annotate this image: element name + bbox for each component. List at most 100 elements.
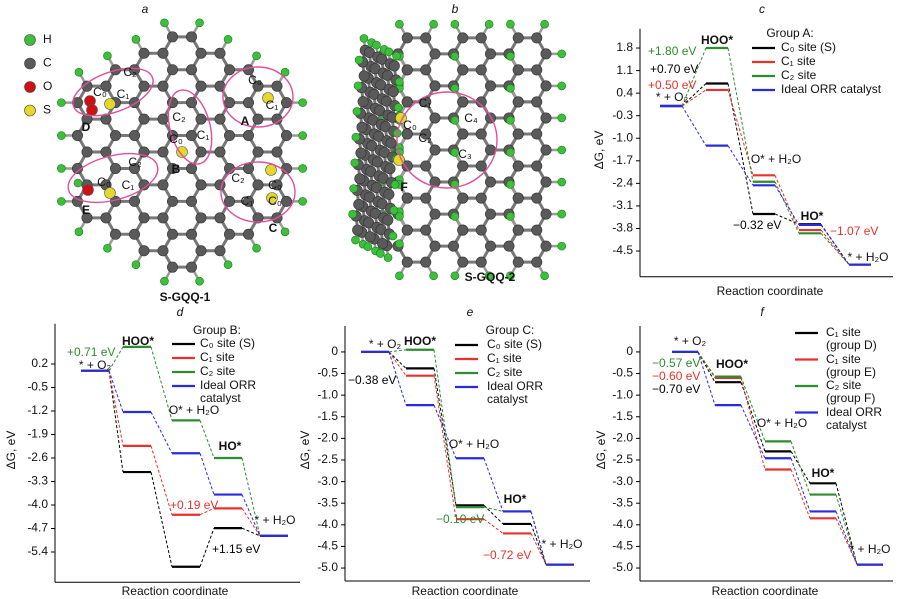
atom-legend-swatch: [24, 34, 36, 46]
carbon-atom: [383, 188, 395, 200]
carbon-atom: [353, 198, 365, 210]
atom-legend-label: S: [43, 103, 51, 117]
carbon-atom: [356, 121, 368, 133]
hydrogen-atom: [74, 67, 84, 77]
hydrogen-atom: [351, 132, 361, 142]
state-label: * + H₂O: [254, 513, 295, 527]
carbon-atom: [186, 97, 198, 109]
carbon-atom: [110, 162, 122, 174]
carbon-atom: [271, 146, 283, 158]
carbon-atom: [167, 162, 179, 174]
connector: [199, 453, 215, 495]
connector: [740, 404, 766, 459]
state-label: HO*: [219, 439, 242, 453]
hydrogen-atom: [429, 19, 438, 29]
site-label: C₂: [123, 65, 137, 79]
hydrogen-atom: [557, 209, 567, 219]
carbon-atom: [429, 48, 441, 60]
carbon-atom: [138, 47, 150, 59]
step-annotation: +0.19 eV: [170, 498, 218, 512]
carbon-atom: [364, 231, 376, 243]
connector: [697, 351, 716, 377]
hydrogen-atom: [450, 116, 460, 125]
step-annotation: +0.70 eV: [650, 62, 698, 76]
carbon-atom: [167, 31, 179, 43]
y-axis-label: ΔG, eV: [592, 131, 606, 170]
hydrogen-atom: [395, 239, 404, 249]
connector: [740, 377, 766, 470]
hydrogen-atom: [351, 235, 360, 245]
carbon-atom: [531, 128, 543, 140]
panel-letter: d: [177, 305, 184, 319]
carbon-atom: [484, 208, 496, 220]
y-tick-label: -3.0: [317, 474, 338, 488]
step-annotation: −0.70 eV: [652, 382, 700, 396]
hydrogen-atom: [506, 51, 515, 61]
carbon-atom: [401, 256, 413, 268]
y-tick-label: -3.8: [612, 221, 633, 235]
state-label: HOO*: [404, 334, 436, 348]
carbon-atom: [457, 160, 469, 172]
carbon-atom: [138, 245, 150, 257]
state-label: * + H₂O: [849, 542, 890, 556]
hydrogen-atom: [359, 34, 369, 43]
carbon-atom: [484, 112, 496, 124]
y-tick-label: -2.0: [612, 431, 633, 445]
site-highlight: [67, 152, 159, 204]
carbon-atom: [100, 113, 112, 125]
carbon-atom: [531, 192, 543, 204]
connector: [483, 506, 504, 512]
carbon-atom: [214, 113, 226, 125]
site-highlight: [72, 67, 154, 117]
y-tick-label: -5.0: [317, 560, 338, 574]
y-tick-label: 1.1: [616, 63, 633, 77]
legend-label: C₂ site: [781, 68, 817, 82]
site-highlight: [167, 89, 213, 165]
state-label: HOO*: [716, 357, 748, 371]
y-axis-label: ΔG, eV: [298, 431, 312, 470]
carbon-atom: [243, 162, 255, 174]
carbon-atom: [186, 64, 198, 76]
carbon-atom: [224, 130, 236, 142]
carbon-atom: [475, 160, 487, 172]
carbon-atom: [271, 80, 283, 92]
state-label: HO*: [801, 209, 824, 223]
y-tick-label: -2.0: [317, 431, 338, 445]
hydrogen-atom: [131, 34, 141, 44]
connector: [388, 351, 407, 406]
site-label: D: [82, 120, 91, 134]
hetero-atom: [176, 146, 188, 158]
carbon-atom: [531, 160, 543, 172]
y-axis-label: ΔG, eV: [4, 431, 18, 470]
hetero-atom: [86, 104, 98, 116]
hetero-atom: [266, 192, 278, 204]
state-label: * + O₂: [656, 90, 689, 104]
site-label: F: [400, 180, 407, 194]
carbon-atom: [224, 228, 236, 240]
carbon-atom: [531, 96, 543, 108]
connector: [483, 505, 504, 525]
site-label: B: [172, 162, 181, 176]
hydrogen-atom: [450, 19, 460, 29]
carbon-atom: [457, 256, 469, 268]
y-tick-label: -1.0: [612, 130, 633, 144]
hydrogen-atom: [298, 98, 307, 107]
carbon-atom: [81, 212, 93, 224]
carbon-atom: [252, 179, 264, 191]
carbon-atom: [384, 163, 396, 175]
connector: [433, 375, 457, 520]
carbon-atom: [243, 195, 255, 207]
carbon-atom: [401, 224, 413, 236]
step-annotation: −0.57 eV: [652, 356, 700, 370]
step-annotation: +0.50 eV: [648, 78, 696, 92]
step-annotation: −1.07 eV: [830, 224, 878, 238]
carbon-atom: [475, 224, 487, 236]
y-tick-label: -3.0: [612, 474, 633, 488]
y-tick-label: -3.5: [317, 495, 338, 509]
carbon-atom: [512, 32, 524, 44]
y-tick-label: -4.0: [317, 517, 338, 531]
carbon-atom: [157, 80, 169, 92]
site-label: C₁: [241, 194, 254, 208]
x-axis-label: Reaction coordinate: [122, 584, 229, 598]
hydrogen-atom: [450, 148, 460, 157]
